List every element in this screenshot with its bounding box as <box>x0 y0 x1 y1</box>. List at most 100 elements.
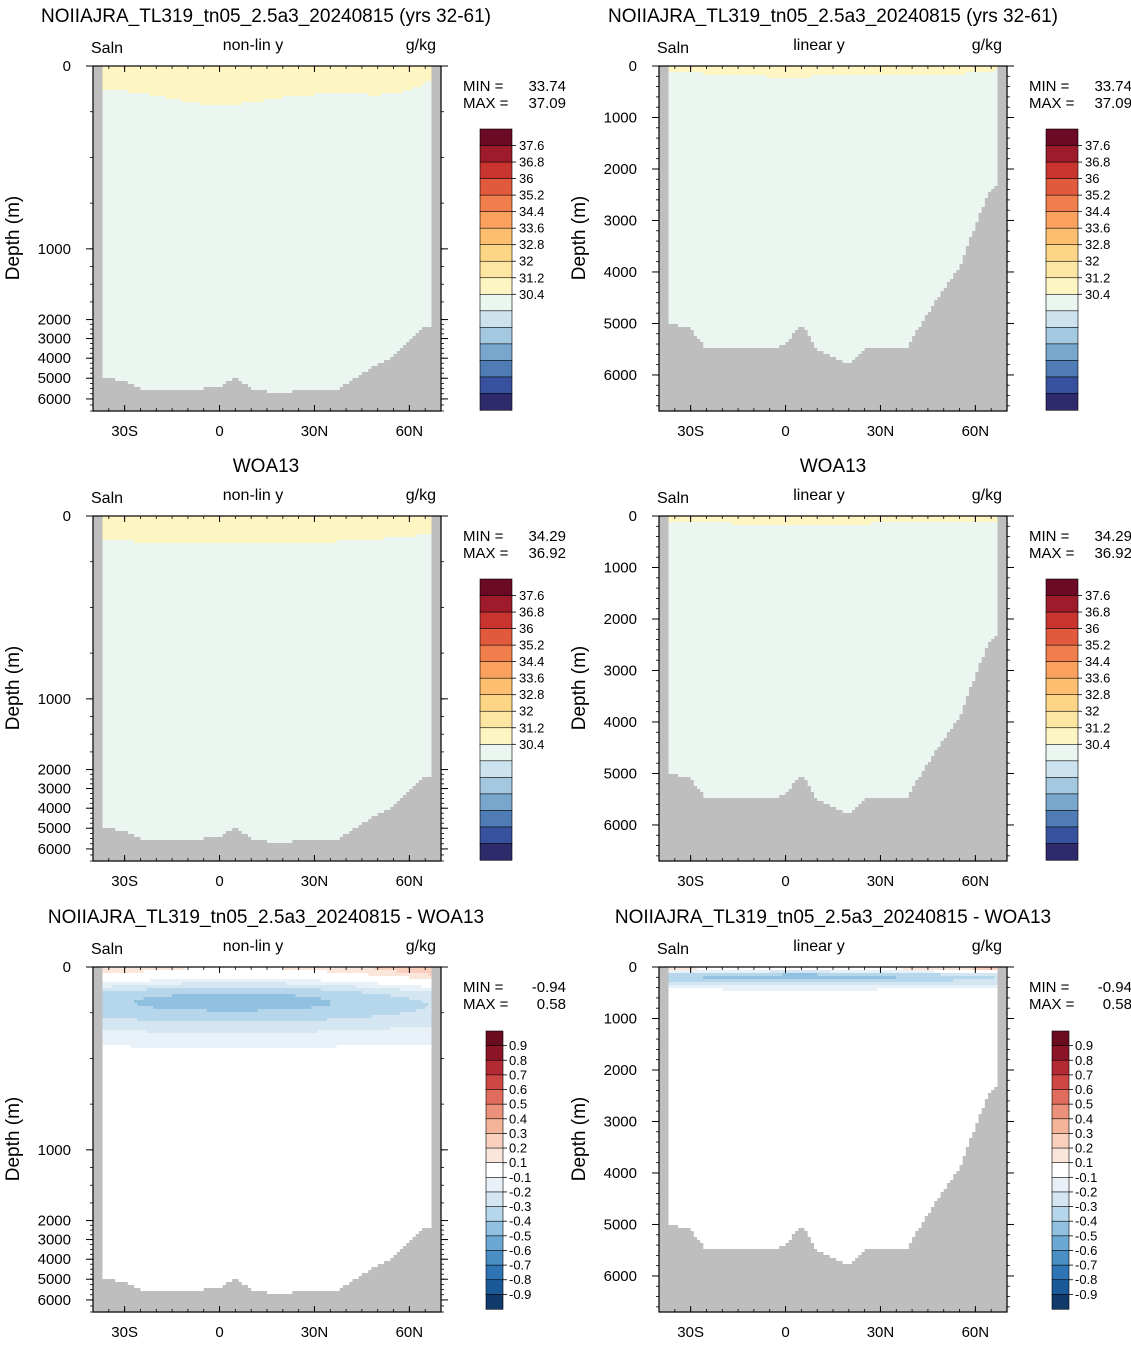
scale-mode-label: non-lin y <box>223 487 283 504</box>
heatmap-cell <box>978 663 1008 667</box>
heatmap-cell <box>102 558 433 562</box>
heatmap-cell <box>93 147 104 151</box>
heatmap-cell <box>368 369 442 373</box>
heatmap-cell <box>93 1123 104 1127</box>
heatmap-cell <box>282 96 433 100</box>
heatmap-cell <box>431 1090 442 1094</box>
heatmap-cell <box>102 555 433 559</box>
heatmap-cell <box>431 756 442 760</box>
heatmap-cell <box>659 1159 670 1163</box>
heatmap-cell <box>102 732 433 736</box>
heatmap-cell <box>934 753 1008 757</box>
heatmap-cell <box>668 234 973 238</box>
heatmap-cell <box>703 976 897 980</box>
heatmap-cell <box>659 648 670 652</box>
colorbar-label: 0.5 <box>1075 1097 1093 1112</box>
heatmap-cell <box>659 327 692 331</box>
heatmap-cell <box>659 1189 670 1193</box>
heatmap-cell <box>668 1081 999 1085</box>
heatmap-cell <box>659 747 670 751</box>
heatmap-cell <box>659 393 1008 397</box>
heatmap-cell <box>823 801 863 805</box>
heatmap-cell <box>659 66 670 70</box>
heatmap-cell <box>659 621 670 625</box>
colorbar-label: 0.3 <box>1075 1126 1093 1141</box>
heatmap-cell <box>93 333 104 337</box>
heatmap-cell <box>997 1072 1008 1076</box>
heatmap-cell <box>342 1285 442 1289</box>
heatmap-cell <box>263 99 433 103</box>
heatmap-cell <box>659 1168 670 1172</box>
heatmap-cell <box>102 246 433 250</box>
heatmap-cell <box>668 300 935 304</box>
heatmap-cell <box>431 654 442 658</box>
heatmap-cell <box>431 96 442 100</box>
heatmap-cell <box>997 84 1008 88</box>
heatmap-cell <box>668 690 970 694</box>
heatmap-cell <box>93 288 104 292</box>
heatmap-cell <box>997 582 1008 586</box>
heatmap-cell <box>102 117 433 121</box>
heatmap-cell <box>102 303 433 307</box>
heatmap-cell <box>93 516 104 520</box>
colorbar-swatch <box>479 310 513 328</box>
heatmap-cell <box>668 1135 973 1139</box>
heatmap-cell <box>384 810 442 814</box>
heatmap-cell <box>997 183 1008 187</box>
heatmap-cell <box>93 1027 104 1031</box>
heatmap-cell <box>102 240 433 244</box>
heatmap-cell <box>431 132 442 136</box>
heatmap-cell <box>864 1249 1008 1253</box>
heatmap-cell <box>93 738 104 742</box>
heatmap-cell <box>700 789 790 793</box>
colorbar-label: 0.1 <box>1075 1155 1093 1170</box>
heatmap-cell <box>431 1156 442 1160</box>
heatmap-cell <box>997 1000 1008 1004</box>
heatmap-cell <box>659 162 670 166</box>
heatmap-cell <box>431 114 442 118</box>
heatmap-cell <box>102 300 433 304</box>
heatmap-cell <box>659 342 704 346</box>
min-label: MIN = <box>463 78 504 95</box>
heatmap-cell <box>102 81 426 85</box>
heatmap-cell <box>668 303 935 307</box>
colorbar-swatch <box>1051 1030 1070 1047</box>
heatmap-cell <box>659 678 670 682</box>
heatmap-cell <box>668 997 999 1001</box>
heatmap-cell <box>102 552 433 556</box>
heatmap-cell <box>431 768 442 772</box>
heatmap-cell <box>659 702 670 706</box>
heatmap-cell <box>921 324 1008 328</box>
heatmap-cell <box>102 819 369 823</box>
colorbar-swatch <box>1045 327 1079 345</box>
heatmap-cell <box>93 366 104 370</box>
heatmap-cell <box>102 90 129 94</box>
heatmap-cell <box>997 534 1008 538</box>
heatmap-cell <box>102 582 433 586</box>
colorbar-swatch <box>479 843 513 861</box>
heatmap-cell <box>810 789 913 793</box>
heatmap-cell <box>431 120 442 124</box>
heatmap-cell <box>93 1039 104 1043</box>
heatmap-cell <box>978 1120 1008 1124</box>
heatmap-cell <box>102 1057 433 1061</box>
colorbar-swatch <box>1045 694 1079 712</box>
heatmap-cell <box>659 1234 695 1238</box>
heatmap-cell <box>972 967 999 971</box>
heatmap-cell <box>134 384 224 388</box>
heatmap-cell <box>659 1228 692 1232</box>
heatmap-cell <box>102 138 433 142</box>
heatmap-cell <box>659 210 670 214</box>
heatmap-cell <box>93 327 104 331</box>
heatmap-cell <box>102 1048 433 1052</box>
heatmap-cell <box>93 234 104 238</box>
heatmap-cell <box>431 270 442 274</box>
heatmap-cell <box>943 738 1008 742</box>
heatmap-cell <box>102 1069 433 1073</box>
colorbar-label: 30.4 <box>519 737 544 752</box>
heatmap-cell <box>93 204 104 208</box>
heatmap-cell <box>659 579 670 583</box>
heatmap-cell <box>659 174 670 178</box>
heatmap-cell <box>659 120 670 124</box>
heatmap-cell <box>380 93 433 97</box>
